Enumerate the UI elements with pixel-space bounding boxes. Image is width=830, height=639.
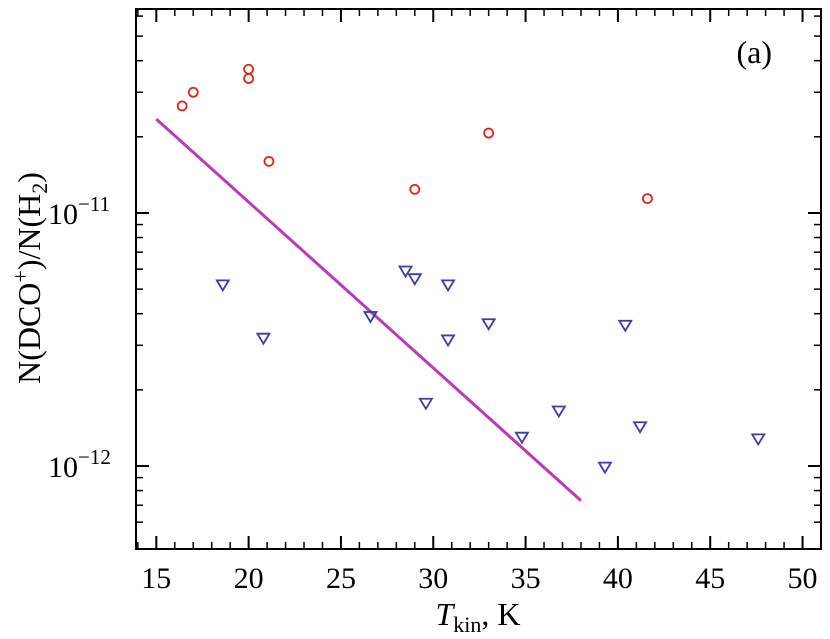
triangle-point (407, 273, 423, 286)
y-tick-label: 10−12 (48, 445, 111, 484)
circle-point (176, 100, 188, 112)
circle-point (483, 127, 495, 139)
circle-point (243, 63, 255, 75)
triangle-point (551, 405, 567, 419)
circle-point (409, 183, 421, 195)
x-tick-label-30: 30 (418, 562, 448, 595)
x-tick-label-25: 25 (326, 562, 356, 595)
axis-ticks: 15 20 25 30 35 40 45 50 10−12 10−11 (48, 9, 822, 595)
plot-frame (135, 8, 822, 550)
triangle-point (632, 421, 648, 434)
triangle-point (397, 265, 414, 279)
x-tick-label-20: 20 (234, 562, 264, 595)
x-tick-label-50: 50 (788, 562, 818, 595)
triangle-point (750, 433, 766, 447)
triangle-point (418, 397, 434, 411)
triangle-point (440, 279, 456, 293)
triangle-point (617, 319, 633, 333)
fit-line-group (155, 117, 582, 502)
panel-label: (a) (736, 34, 772, 70)
triangle-point (215, 279, 231, 293)
triangle-point (597, 461, 613, 475)
x-tick-label-40: 40 (603, 562, 633, 595)
y-tick-label: 10−11 (48, 192, 110, 231)
fit-line (155, 117, 582, 502)
circle-point (187, 86, 199, 98)
triangle-point (514, 431, 530, 445)
triangle-point (362, 311, 379, 324)
triangle-point (440, 334, 456, 348)
y-axis-label: N(DCO+)/N(H2) (8, 172, 52, 384)
x-tick-label-45: 45 (695, 562, 725, 595)
circle-point (243, 73, 255, 84)
x-tick-label-15: 15 (141, 562, 171, 595)
circle-point (642, 193, 653, 204)
circle-point (263, 155, 275, 167)
x-axis-label: Tkin, K (435, 596, 520, 637)
data-markers (176, 63, 766, 475)
triangle-point (481, 318, 497, 331)
triangle-point (255, 332, 271, 346)
x-tick-label-35: 35 (511, 562, 541, 595)
